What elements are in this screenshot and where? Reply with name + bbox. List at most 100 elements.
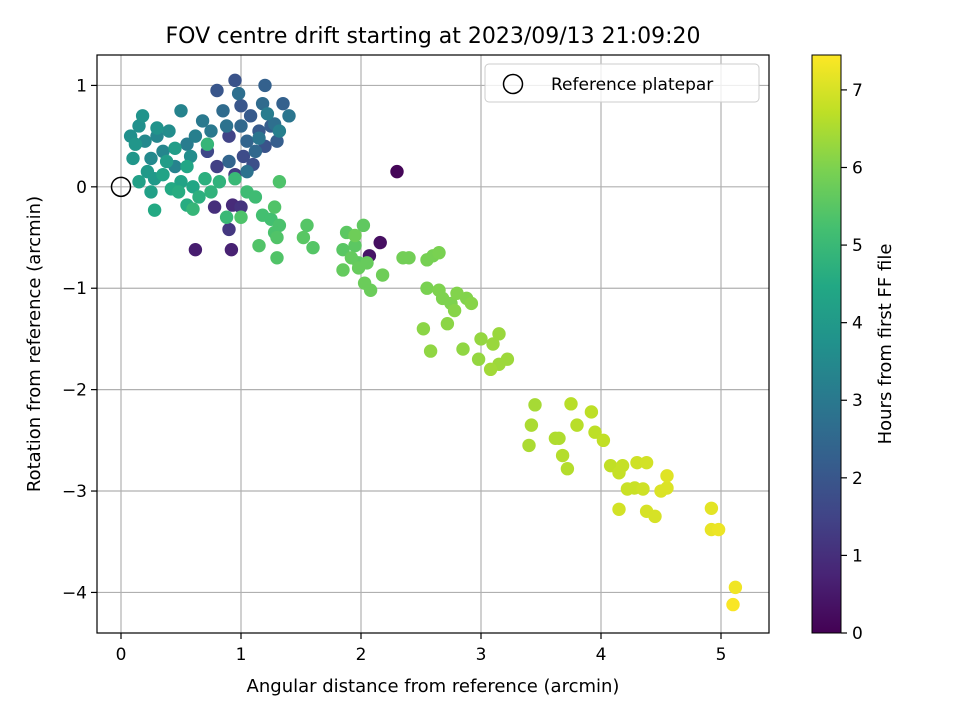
colorbar-gradient	[812, 55, 841, 633]
data-point	[492, 327, 506, 341]
plot-frame	[96, 54, 770, 634]
data-point	[128, 137, 143, 151]
colorbar-tick-label: 5	[852, 236, 863, 256]
data-point	[416, 322, 431, 336]
colorbar-frame	[811, 54, 842, 634]
data-point	[126, 151, 140, 166]
data-point	[348, 238, 362, 253]
data-point	[272, 175, 287, 189]
data-point	[258, 78, 272, 93]
x-tick-label: 4	[596, 645, 607, 665]
data-point	[296, 230, 311, 245]
colorbar-tick-label: 3	[852, 391, 863, 411]
data-point	[228, 73, 242, 88]
data-point	[255, 96, 270, 111]
x-tick-label: 5	[716, 645, 727, 665]
y-tick-label: 0	[76, 178, 87, 198]
data-point	[222, 129, 236, 143]
data-point	[267, 200, 282, 214]
data-point	[456, 342, 470, 356]
data-point	[390, 164, 404, 179]
colorbar-tick-label: 6	[852, 158, 863, 178]
legend-entry: Reference platepar	[551, 75, 713, 95]
data-point	[483, 362, 498, 377]
colorbar-tick-label: 1	[852, 546, 863, 566]
data-point	[222, 222, 236, 237]
data-point	[615, 458, 630, 473]
data-point	[207, 200, 222, 214]
colorbar-tick-label: 7	[852, 81, 863, 101]
data-point	[524, 418, 539, 432]
data-point	[186, 202, 200, 216]
x-axis-ticks: 0 1 2 3 4 5	[116, 633, 727, 665]
data-point	[306, 240, 320, 255]
y-tick-label: −2	[62, 381, 87, 401]
data-point	[174, 175, 188, 189]
data-point	[183, 149, 198, 164]
data-point	[231, 86, 246, 101]
data-point	[500, 352, 515, 366]
data-point	[612, 502, 626, 516]
data-point	[272, 124, 287, 138]
data-point	[360, 256, 374, 270]
data-point	[180, 137, 194, 151]
data-point	[186, 180, 200, 194]
data-point	[282, 109, 296, 123]
data-point	[560, 462, 575, 476]
data-point	[219, 119, 234, 133]
data-point	[336, 242, 350, 257]
data-point	[375, 268, 390, 282]
data-point	[564, 397, 578, 411]
colorbar-tick-label: 4	[852, 314, 863, 334]
data-point	[464, 296, 479, 311]
data-point	[188, 129, 203, 143]
data-point	[300, 218, 314, 233]
data-point	[248, 190, 263, 204]
data-point	[234, 200, 248, 214]
data-point	[195, 114, 210, 128]
data-point	[174, 104, 188, 118]
data-point	[135, 109, 150, 123]
legend: Reference platepar	[484, 63, 760, 103]
data-point	[144, 151, 158, 166]
data-point	[348, 228, 362, 243]
data-point	[420, 281, 434, 295]
scatter-points	[123, 73, 743, 612]
data-point	[171, 185, 186, 199]
data-point	[474, 332, 488, 346]
data-point	[555, 448, 570, 463]
data-point	[660, 481, 674, 495]
chart-title: FOV centre drift starting at 2023/09/13 …	[166, 24, 701, 49]
data-point	[216, 104, 230, 118]
data-point	[596, 433, 611, 448]
x-tick-label: 0	[116, 645, 127, 665]
data-point	[704, 501, 719, 515]
data-point	[200, 137, 215, 151]
data-point	[336, 263, 350, 277]
colorbar-tick-label: 2	[852, 469, 863, 489]
colorbar-tick-label: 0	[852, 624, 863, 644]
data-point	[639, 455, 654, 470]
data-point	[570, 418, 584, 432]
data-point	[636, 482, 650, 496]
data-point	[276, 96, 290, 111]
data-point	[228, 172, 242, 186]
legend-marker	[502, 73, 524, 95]
data-point	[552, 431, 566, 446]
data-point	[660, 469, 674, 483]
data-point	[270, 230, 284, 245]
data-point	[373, 235, 387, 250]
data-point	[222, 154, 236, 169]
data-point	[243, 109, 258, 123]
data-point	[159, 154, 174, 169]
y-tick-label: −4	[62, 583, 87, 603]
data-point	[486, 337, 500, 351]
data-point	[356, 218, 371, 233]
data-point	[260, 107, 275, 121]
data-point	[726, 597, 740, 612]
y-tick-label: −1	[62, 279, 87, 299]
data-point	[240, 164, 254, 179]
data-point	[204, 185, 218, 199]
data-point	[144, 185, 158, 199]
